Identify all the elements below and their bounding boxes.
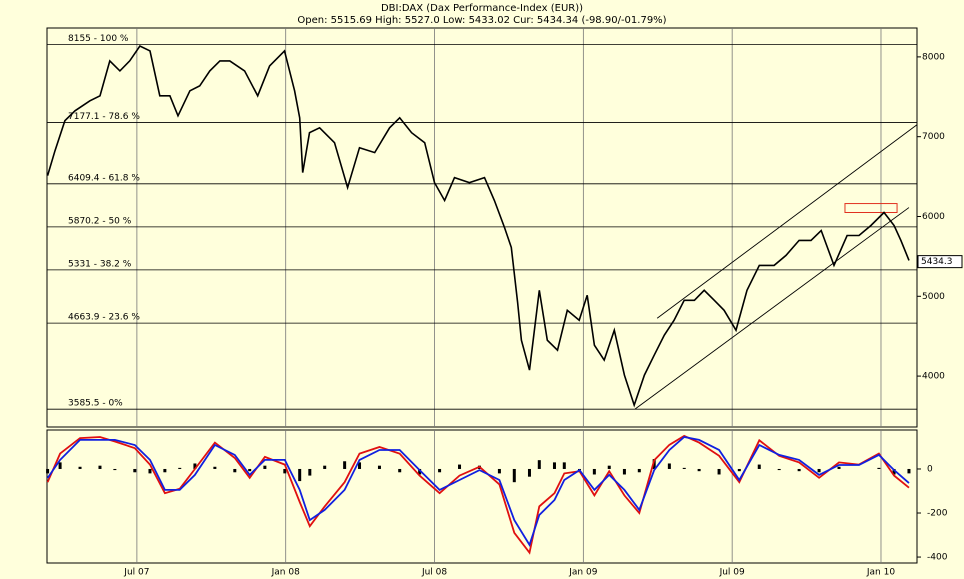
- histogram-bar: [438, 468, 442, 473]
- highlight-box: [844, 203, 898, 213]
- fib-label: 3585.5 - 0%: [68, 399, 123, 409]
- histogram-bar: [298, 468, 302, 482]
- histogram-bar: [907, 468, 911, 474]
- histogram-bar: [377, 465, 381, 469]
- fib-label: 8155 - 100 %: [68, 34, 129, 44]
- histogram-bar: [622, 468, 626, 475]
- fib-label: 6409.4 - 61.8 %: [68, 173, 140, 183]
- histogram-bar: [512, 468, 516, 483]
- y-tick-label: 6000: [922, 212, 945, 222]
- y-tick-label: 7000: [922, 132, 945, 142]
- y-tick-label: 5000: [922, 292, 945, 302]
- trend-line: [634, 207, 910, 410]
- fib-label: 5331 - 38.2 %: [68, 259, 132, 269]
- histogram-bar: [458, 464, 462, 469]
- y-tick-label: 8000: [922, 52, 945, 62]
- y-tick-label: 0: [927, 464, 933, 474]
- histogram-bar: [737, 468, 741, 472]
- x-tick-label: Jul 07: [123, 568, 149, 578]
- histogram-bar: [817, 468, 821, 473]
- histogram-bar: [562, 462, 566, 469]
- fib-label: 5870.2 - 50 %: [68, 216, 132, 226]
- chart-title: DBI:DAX (Dax Performance-Index (EUR)): [381, 3, 583, 14]
- histogram-bar: [213, 466, 217, 469]
- x-tick-label: Jul 08: [421, 568, 447, 578]
- histogram-bar: [837, 466, 841, 469]
- histogram-bar: [418, 468, 422, 475]
- histogram-bar: [233, 468, 237, 473]
- histogram-bar: [527, 468, 531, 477]
- histogram-bar: [113, 468, 117, 471]
- histogram-bar: [777, 468, 781, 471]
- histogram-bar: [892, 468, 896, 475]
- histogram-bar: [652, 459, 656, 469]
- histogram-bar: [797, 468, 801, 472]
- y-tick-label: 4000: [922, 372, 945, 382]
- histogram-bar: [697, 468, 701, 472]
- histogram-bar: [163, 468, 167, 473]
- x-tick-label: Jan 10: [866, 568, 895, 578]
- indicator-panel: [46, 429, 918, 564]
- histogram-bar: [58, 462, 62, 469]
- histogram-bar: [178, 467, 182, 469]
- histogram-bar: [682, 467, 686, 469]
- histogram-bar: [193, 463, 197, 469]
- last-price-label: 5434.3: [921, 257, 953, 267]
- chart-subtitle: Open: 5515.69 High: 5527.0 Low: 5433.02 …: [297, 15, 666, 26]
- histogram-bar: [877, 467, 881, 469]
- histogram-bar: [497, 468, 501, 474]
- histogram-bar: [248, 468, 252, 472]
- histogram-bar: [757, 464, 761, 469]
- histogram-bar: [667, 463, 671, 469]
- indicator-line: [46, 436, 910, 548]
- histogram-bar: [537, 460, 541, 469]
- x-tick-label: Jul 09: [719, 568, 745, 578]
- histogram-bar: [637, 468, 641, 473]
- histogram-bar: [398, 468, 402, 473]
- histogram-bar: [78, 466, 82, 469]
- x-tick-label: Jan 08: [271, 568, 300, 578]
- histogram-bar: [46, 468, 50, 474]
- histogram-bar: [717, 468, 721, 475]
- price-line: [46, 44, 910, 408]
- histogram-bar: [148, 468, 152, 474]
- last-price-box: [917, 255, 963, 269]
- histogram-bar: [133, 468, 137, 473]
- histogram-bar: [607, 465, 611, 469]
- histogram-bar: [552, 462, 556, 469]
- histogram-bar: [323, 465, 327, 469]
- histogram-bar: [308, 468, 312, 476]
- histogram-bar: [358, 462, 362, 469]
- histogram-bar: [98, 465, 102, 469]
- y-tick-label: -400: [927, 553, 948, 563]
- histogram-bar: [592, 468, 596, 475]
- histogram-bar: [263, 465, 267, 469]
- fib-label: 4663.9 - 23.6 %: [68, 313, 140, 323]
- y-tick-label: -200: [927, 509, 948, 519]
- histogram-bar: [283, 468, 287, 474]
- price-panel: [46, 27, 918, 428]
- fib-label: 7177.1 - 78.6 %: [68, 112, 140, 122]
- trend-line: [656, 124, 918, 319]
- histogram-bar: [343, 461, 347, 469]
- x-tick-label: Jan 09: [568, 568, 597, 578]
